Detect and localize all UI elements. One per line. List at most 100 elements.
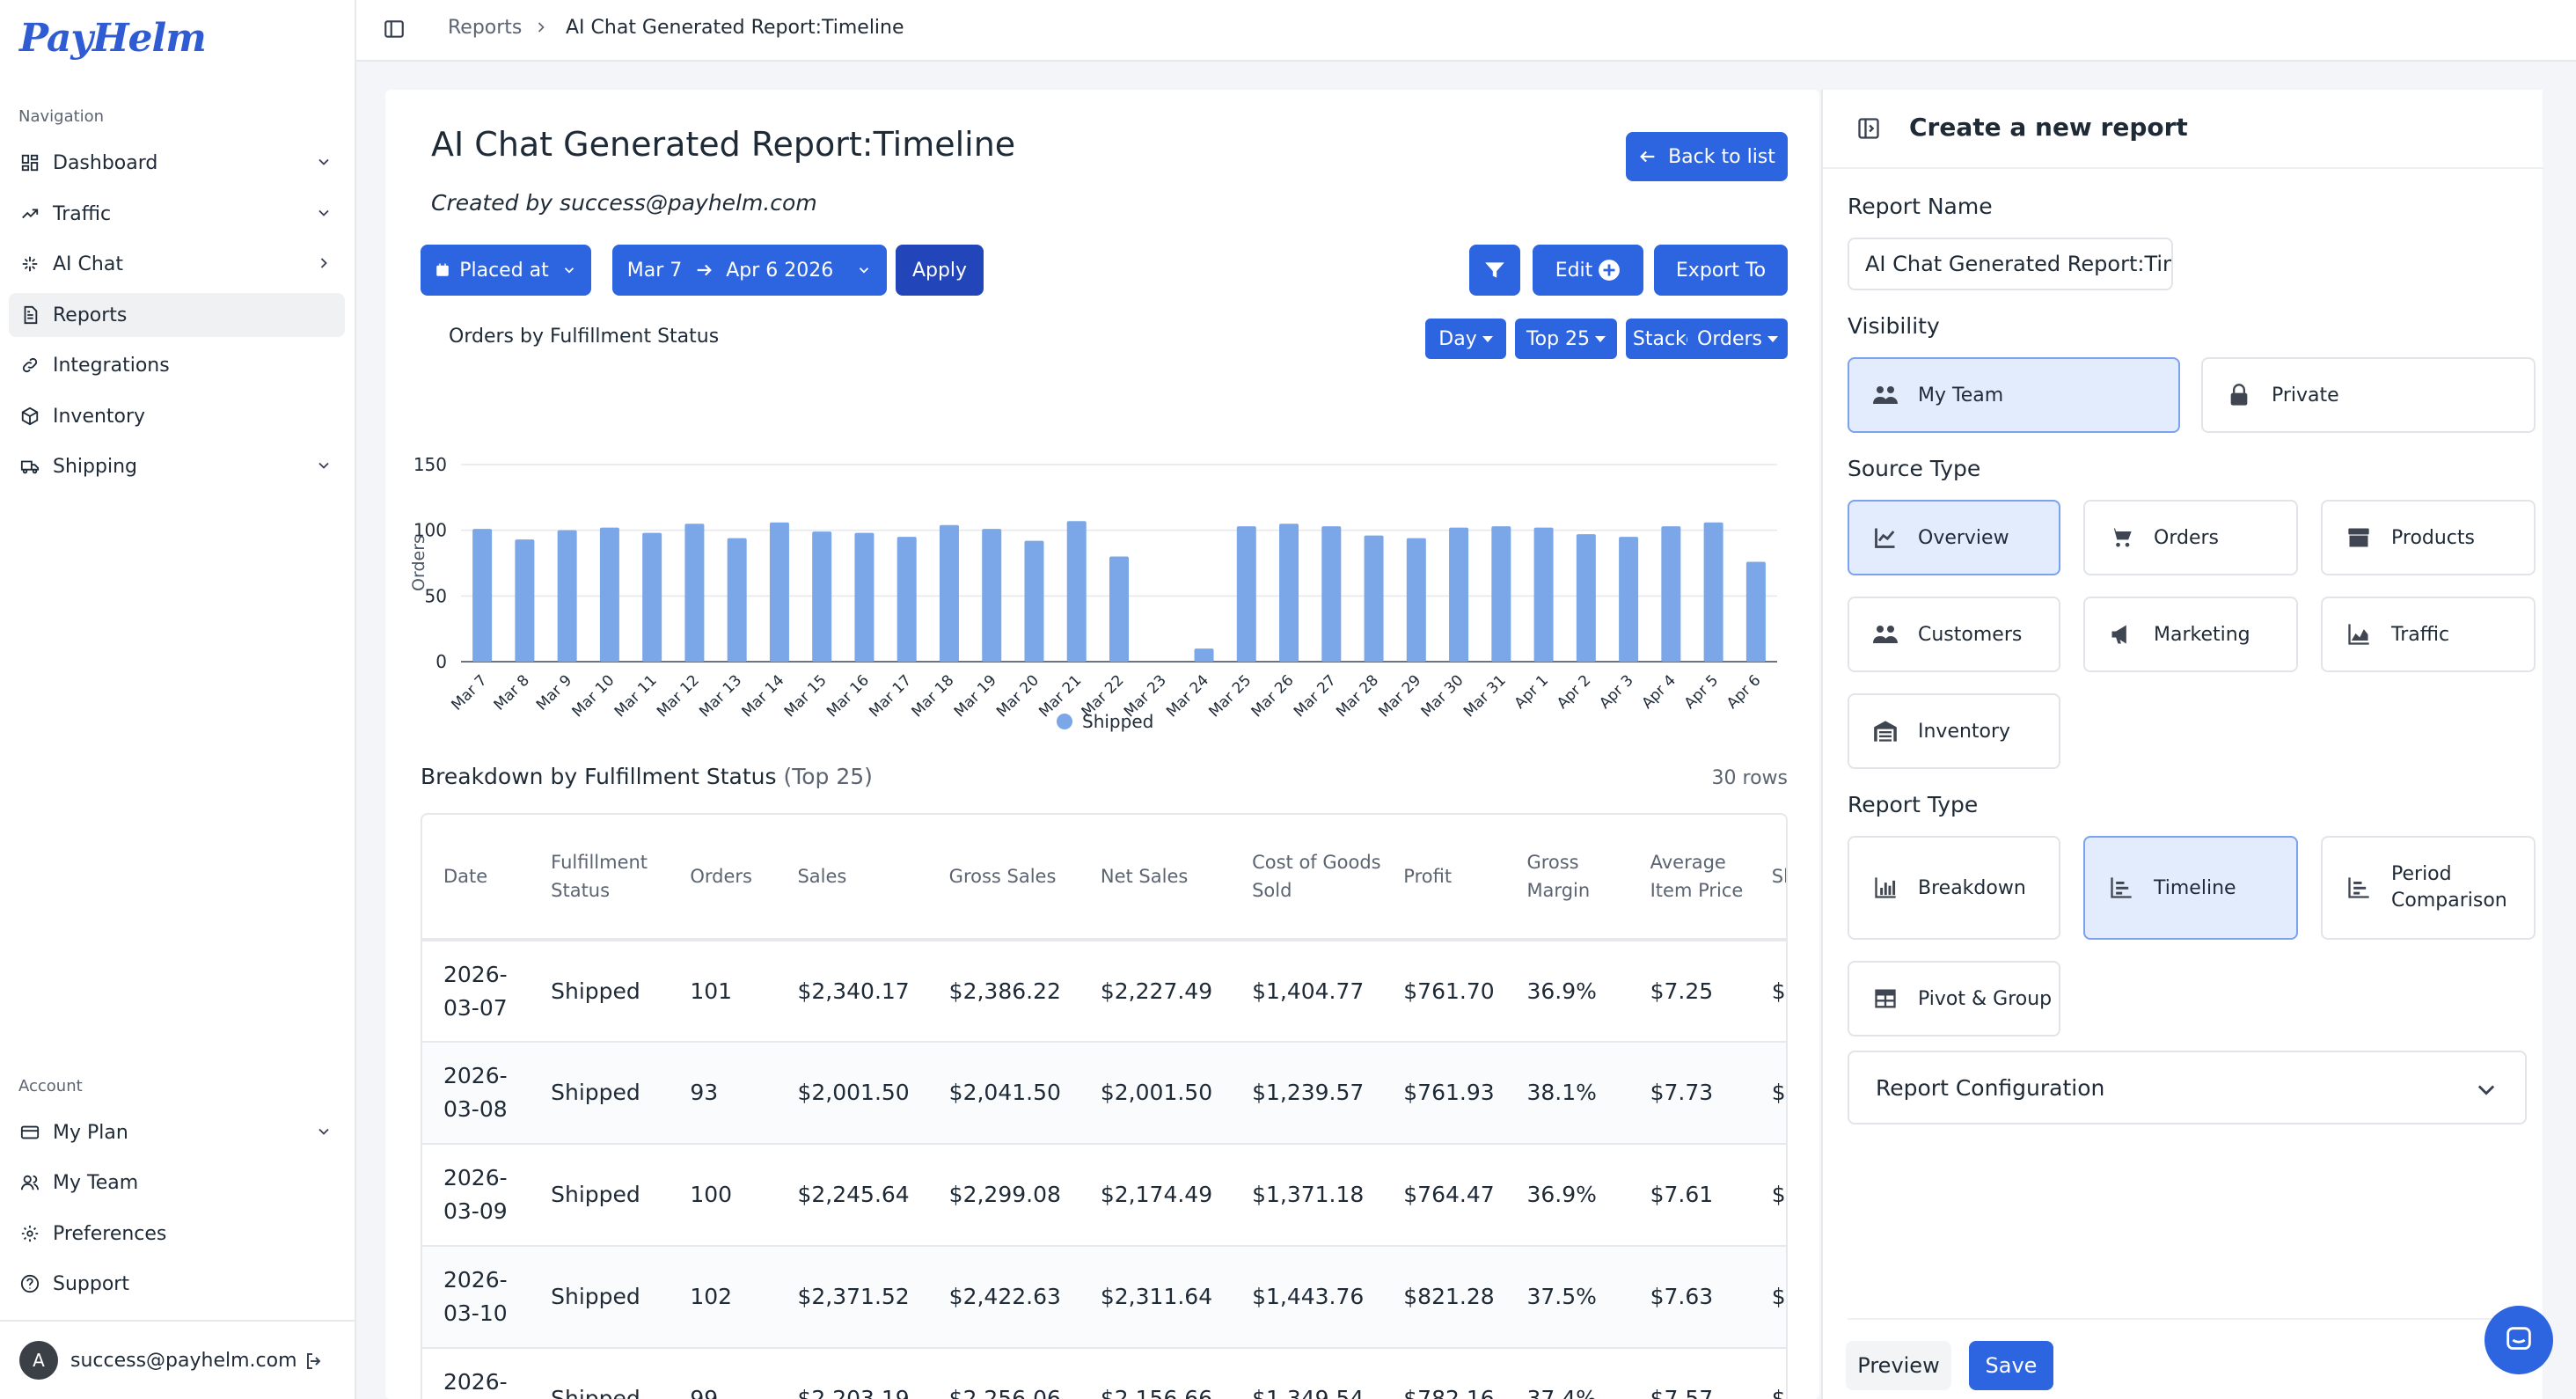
sidebar-item-support[interactable]: Support	[9, 1262, 345, 1306]
column-header[interactable]: Fulfillment Status	[530, 815, 670, 941]
table-cell: $2,174.49	[1079, 1144, 1232, 1247]
column-header[interactable]: Net Sales	[1079, 815, 1232, 941]
bar	[1236, 526, 1256, 662]
filter-icon	[1485, 262, 1504, 278]
sidebar-item-integrations[interactable]: Integrations	[9, 343, 345, 387]
megaphone-icon	[2106, 621, 2136, 648]
bar	[1533, 527, 1554, 662]
preview-button[interactable]: Preview	[1846, 1341, 1951, 1390]
export-to-button[interactable]: Export To	[1654, 245, 1788, 296]
date-to: Apr 6 2026	[726, 259, 834, 282]
column-header[interactable]: Shipping	[1750, 815, 1786, 941]
source-products[interactable]: Products	[2321, 500, 2536, 575]
column-header[interactable]: Gross Margin	[1505, 815, 1629, 941]
metric-label: Orders	[1697, 327, 1762, 350]
sidebar-item-ai-chat[interactable]: AI Chat	[9, 242, 345, 286]
sidebar-item-shipping[interactable]: Shipping	[9, 444, 345, 488]
chat-launcher-button[interactable]	[2485, 1306, 2553, 1374]
breakdown-table-wrapper[interactable]: Date Fulfillment Status Orders Sales Gross S…	[421, 813, 1788, 1399]
filter-button[interactable]	[1469, 245, 1520, 296]
x-tick-label: Mar 7	[448, 671, 490, 714]
y-tick-label: 50	[425, 585, 447, 606]
sidebar-item-inventory[interactable]: Inventory	[9, 394, 345, 438]
back-to-list-button[interactable]: Back to list	[1626, 132, 1788, 181]
table-cell: $1,404.77	[1231, 940, 1383, 1043]
table-cell: 36.9%	[1505, 940, 1629, 1043]
period-dropdown[interactable]: Day	[1425, 319, 1506, 359]
table-cell: Shipped	[530, 1144, 670, 1247]
placed-at-dropdown[interactable]: Placed at	[421, 245, 591, 296]
team-icon	[1870, 382, 1900, 408]
source-traffic[interactable]: Traffic	[2321, 597, 2536, 672]
bar	[769, 522, 789, 662]
user-profile[interactable]: A success@payhelm.com	[0, 1320, 356, 1399]
top-n-dropdown[interactable]: Top 25	[1515, 319, 1617, 359]
chart-title: Orders by Fulfillment Status	[449, 326, 720, 348]
column-header[interactable]: Average Item Price	[1628, 815, 1751, 941]
report-type-label: Report Type	[1848, 792, 1979, 817]
table-cell: $2,340.17	[776, 940, 928, 1043]
chart-line-icon	[1870, 524, 1900, 551]
bar	[642, 532, 662, 662]
table-cell: $7.63	[1628, 1246, 1751, 1349]
source-orders[interactable]: Orders	[2083, 500, 2298, 575]
chevron-down-icon	[315, 204, 333, 222]
type-breakdown[interactable]: Breakdown	[1848, 836, 2060, 940]
arrow-right-icon	[697, 264, 713, 276]
table-cell: $764.47	[1382, 1144, 1506, 1247]
column-header[interactable]: Profit	[1382, 815, 1506, 941]
collapse-panel-icon[interactable]	[1856, 116, 1881, 141]
sidebar: PayHelm Navigation Dashboard Traffic AI …	[0, 0, 356, 1399]
caret-down-icon	[1482, 335, 1493, 342]
source-marketing[interactable]: Marketing	[2083, 597, 2298, 672]
table-cell: $1,239.57	[1231, 1042, 1383, 1145]
column-header[interactable]: Gross Sales	[927, 815, 1079, 941]
table-cell: $2,311.64	[1079, 1246, 1232, 1349]
edit-label: Edit	[1555, 259, 1593, 282]
sidebar-toggle-icon[interactable]	[383, 18, 406, 40]
table-cell: $2,041.50	[927, 1042, 1079, 1145]
source-customers-label: Customers	[1918, 623, 2023, 646]
sidebar-item-traffic[interactable]: Traffic	[9, 192, 345, 236]
create-report-panel: Create a new report Report Name Visibili…	[1821, 90, 2544, 1399]
sidebar-item-reports[interactable]: Reports	[9, 293, 345, 337]
metric-dropdown[interactable]: Orders	[1687, 319, 1788, 359]
apply-button[interactable]: Apply	[896, 245, 984, 296]
report-name-input[interactable]	[1848, 238, 2173, 290]
source-customers[interactable]: Customers	[1848, 597, 2060, 672]
date-range-picker[interactable]: Mar 7 Apr 6 2026	[612, 245, 887, 296]
created-by: Created by success@payhelm.com	[431, 190, 817, 216]
report-card: AI Chat Generated Report:Timeline Create…	[385, 90, 1819, 1399]
sidebar-item-label: Inventory	[53, 405, 146, 428]
placed-at-label: Placed at	[459, 259, 549, 282]
breadcrumb-reports[interactable]: Reports	[448, 17, 523, 39]
column-header[interactable]: Sales	[776, 815, 928, 941]
save-button[interactable]: Save	[1969, 1341, 2053, 1390]
source-overview[interactable]: Overview	[1848, 500, 2060, 575]
column-header[interactable]: Cost of Goods Sold	[1231, 815, 1383, 941]
visibility-my-team[interactable]: My Team	[1848, 357, 2180, 433]
column-header[interactable]: Date	[422, 815, 531, 941]
logout-icon[interactable]	[304, 1351, 325, 1372]
sidebar-item-my-plan[interactable]: My Plan	[9, 1110, 345, 1154]
payhelm-logo[interactable]: PayHelm	[19, 16, 207, 61]
type-period-comparison[interactable]: Period Comparison	[2321, 836, 2536, 940]
caret-down-icon	[1767, 335, 1778, 342]
type-timeline[interactable]: Timeline	[2083, 836, 2298, 940]
report-configuration-accordion[interactable]: Report Configuration	[1848, 1051, 2527, 1124]
bar	[854, 532, 875, 662]
sidebar-item-my-team[interactable]: My Team	[9, 1161, 345, 1205]
plus-circle-icon	[1599, 260, 1621, 281]
source-inventory[interactable]: Inventory	[1848, 693, 2060, 769]
navigation-section-label: Navigation	[18, 107, 105, 126]
column-header[interactable]: Orders	[669, 815, 777, 941]
edit-button[interactable]: Edit	[1533, 245, 1643, 296]
sidebar-item-label: Shipping	[53, 455, 137, 478]
dashboard-icon	[19, 152, 40, 173]
visibility-private[interactable]: Private	[2201, 357, 2536, 433]
sidebar-item-preferences[interactable]: Preferences	[9, 1212, 345, 1256]
type-pivot-group[interactable]: Pivot & Group	[1848, 961, 2060, 1036]
chevron-down-icon	[315, 457, 333, 474]
sidebar-item-dashboard[interactable]: Dashboard	[9, 141, 345, 185]
table-cell: $7.25	[1628, 940, 1751, 1043]
